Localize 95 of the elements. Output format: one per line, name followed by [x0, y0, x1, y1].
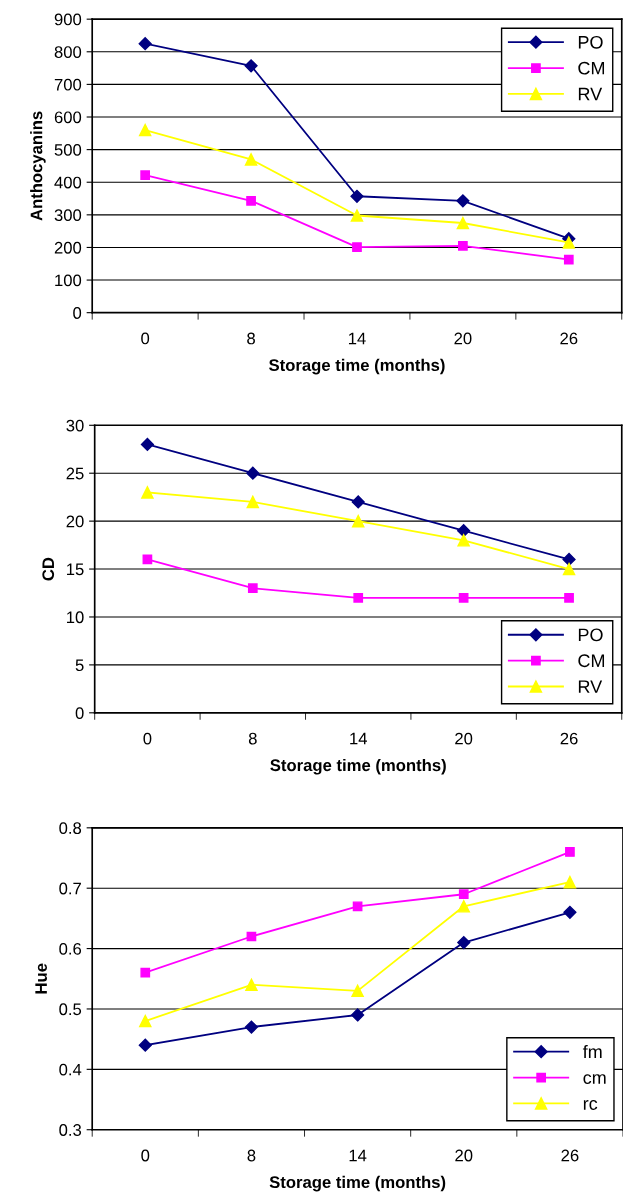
point	[138, 37, 152, 51]
point	[350, 189, 364, 203]
point	[562, 562, 576, 576]
point	[457, 935, 471, 950]
x-tick-label: 8	[247, 1149, 256, 1162]
point	[351, 1008, 365, 1022]
x-tick-label: 8	[247, 332, 255, 345]
y-tick-label: 0.8	[59, 822, 82, 835]
x-tick-label: 0	[141, 332, 150, 345]
y-tick-label: 200	[54, 241, 82, 254]
y-tick-label: 25	[66, 467, 84, 480]
point	[141, 486, 154, 499]
point	[564, 592, 574, 603]
point	[457, 900, 471, 913]
y-axis-title: Anthocyanins	[30, 111, 46, 221]
point	[244, 1020, 259, 1034]
y-tick-label: 100	[55, 274, 82, 287]
point	[563, 254, 574, 265]
legend-label: CM	[578, 654, 605, 668]
y-tick-label: 900	[54, 13, 82, 26]
point	[562, 552, 576, 567]
y-tick-label: 800	[54, 46, 82, 58]
y-axis-title: Hue	[35, 963, 47, 994]
y-tick-label: 0.5	[59, 1003, 82, 1016]
y-tick-label: 0.6	[59, 942, 82, 955]
point	[245, 978, 258, 992]
legend-label: cm	[583, 1074, 606, 1085]
legend-label: fm	[582, 1044, 602, 1058]
y-tick-label: 300	[54, 209, 82, 222]
point	[563, 905, 577, 919]
point	[351, 495, 365, 509]
x-tick-label: 0	[143, 732, 152, 745]
point	[140, 170, 151, 180]
y-tick-label: 400	[54, 176, 82, 189]
x-tick-label: 0	[141, 1149, 150, 1162]
x-tick-label: 20	[455, 732, 473, 745]
y-tick-label: 0.4	[59, 1063, 82, 1076]
point	[353, 592, 364, 603]
x-tick-label: 14	[348, 332, 366, 345]
point	[456, 194, 470, 208]
y-axis-title: CD	[42, 557, 55, 581]
point	[246, 195, 256, 206]
point	[456, 216, 470, 230]
y-tick-label: 0	[73, 307, 82, 319]
y-tick-label: 700	[54, 78, 82, 91]
legend-label: PO	[578, 628, 603, 642]
y-tick-label: 0	[75, 707, 84, 720]
x-tick-label: 8	[248, 732, 257, 745]
legend-label: RV	[578, 87, 603, 101]
x-tick-label: 26	[560, 732, 578, 745]
point	[140, 967, 151, 978]
point	[458, 889, 469, 900]
point	[351, 984, 364, 998]
point	[138, 1038, 152, 1052]
point	[246, 495, 260, 509]
point	[246, 466, 260, 480]
y-tick-label: 0.3	[59, 1124, 82, 1136]
point	[563, 875, 577, 889]
point	[247, 583, 258, 594]
point	[457, 524, 471, 538]
y-tick-label: 30	[66, 419, 84, 432]
point	[138, 123, 152, 137]
point	[562, 236, 576, 249]
y-tick-label: 600	[54, 111, 82, 124]
point	[244, 59, 258, 73]
point	[457, 534, 470, 547]
y-tick-label: 20	[66, 515, 84, 528]
y-tick-label: 15	[67, 563, 84, 576]
point	[244, 153, 258, 166]
x-tick-label: 14	[349, 1149, 367, 1162]
x-tick-label: 26	[561, 1149, 579, 1162]
y-tick-label: 5	[75, 659, 84, 672]
x-tick-label: 26	[560, 332, 578, 345]
point	[139, 1014, 152, 1028]
legend-label: RV	[578, 680, 603, 693]
y-tick-label: 10	[67, 611, 84, 624]
legend-label: PO	[578, 35, 603, 49]
x-axis-title: Storage time (months)	[270, 758, 446, 775]
point	[352, 242, 362, 252]
x-axis-title: Storage time (months)	[269, 358, 445, 375]
point	[351, 514, 365, 528]
point	[458, 240, 468, 251]
x-tick-label: 20	[455, 1149, 473, 1162]
point	[458, 592, 469, 603]
point	[565, 847, 575, 857]
y-tick-label: 0.7	[59, 882, 81, 895]
point	[140, 437, 154, 452]
x-tick-label: 14	[350, 732, 368, 745]
legend-label: CM	[578, 61, 605, 75]
point	[352, 901, 363, 912]
point	[350, 209, 364, 222]
x-tick-label: 20	[454, 332, 472, 345]
y-tick-label: 500	[54, 144, 82, 156]
legend-label: rc	[583, 1100, 598, 1110]
x-axis-title: Storage time (months)	[269, 1175, 446, 1192]
